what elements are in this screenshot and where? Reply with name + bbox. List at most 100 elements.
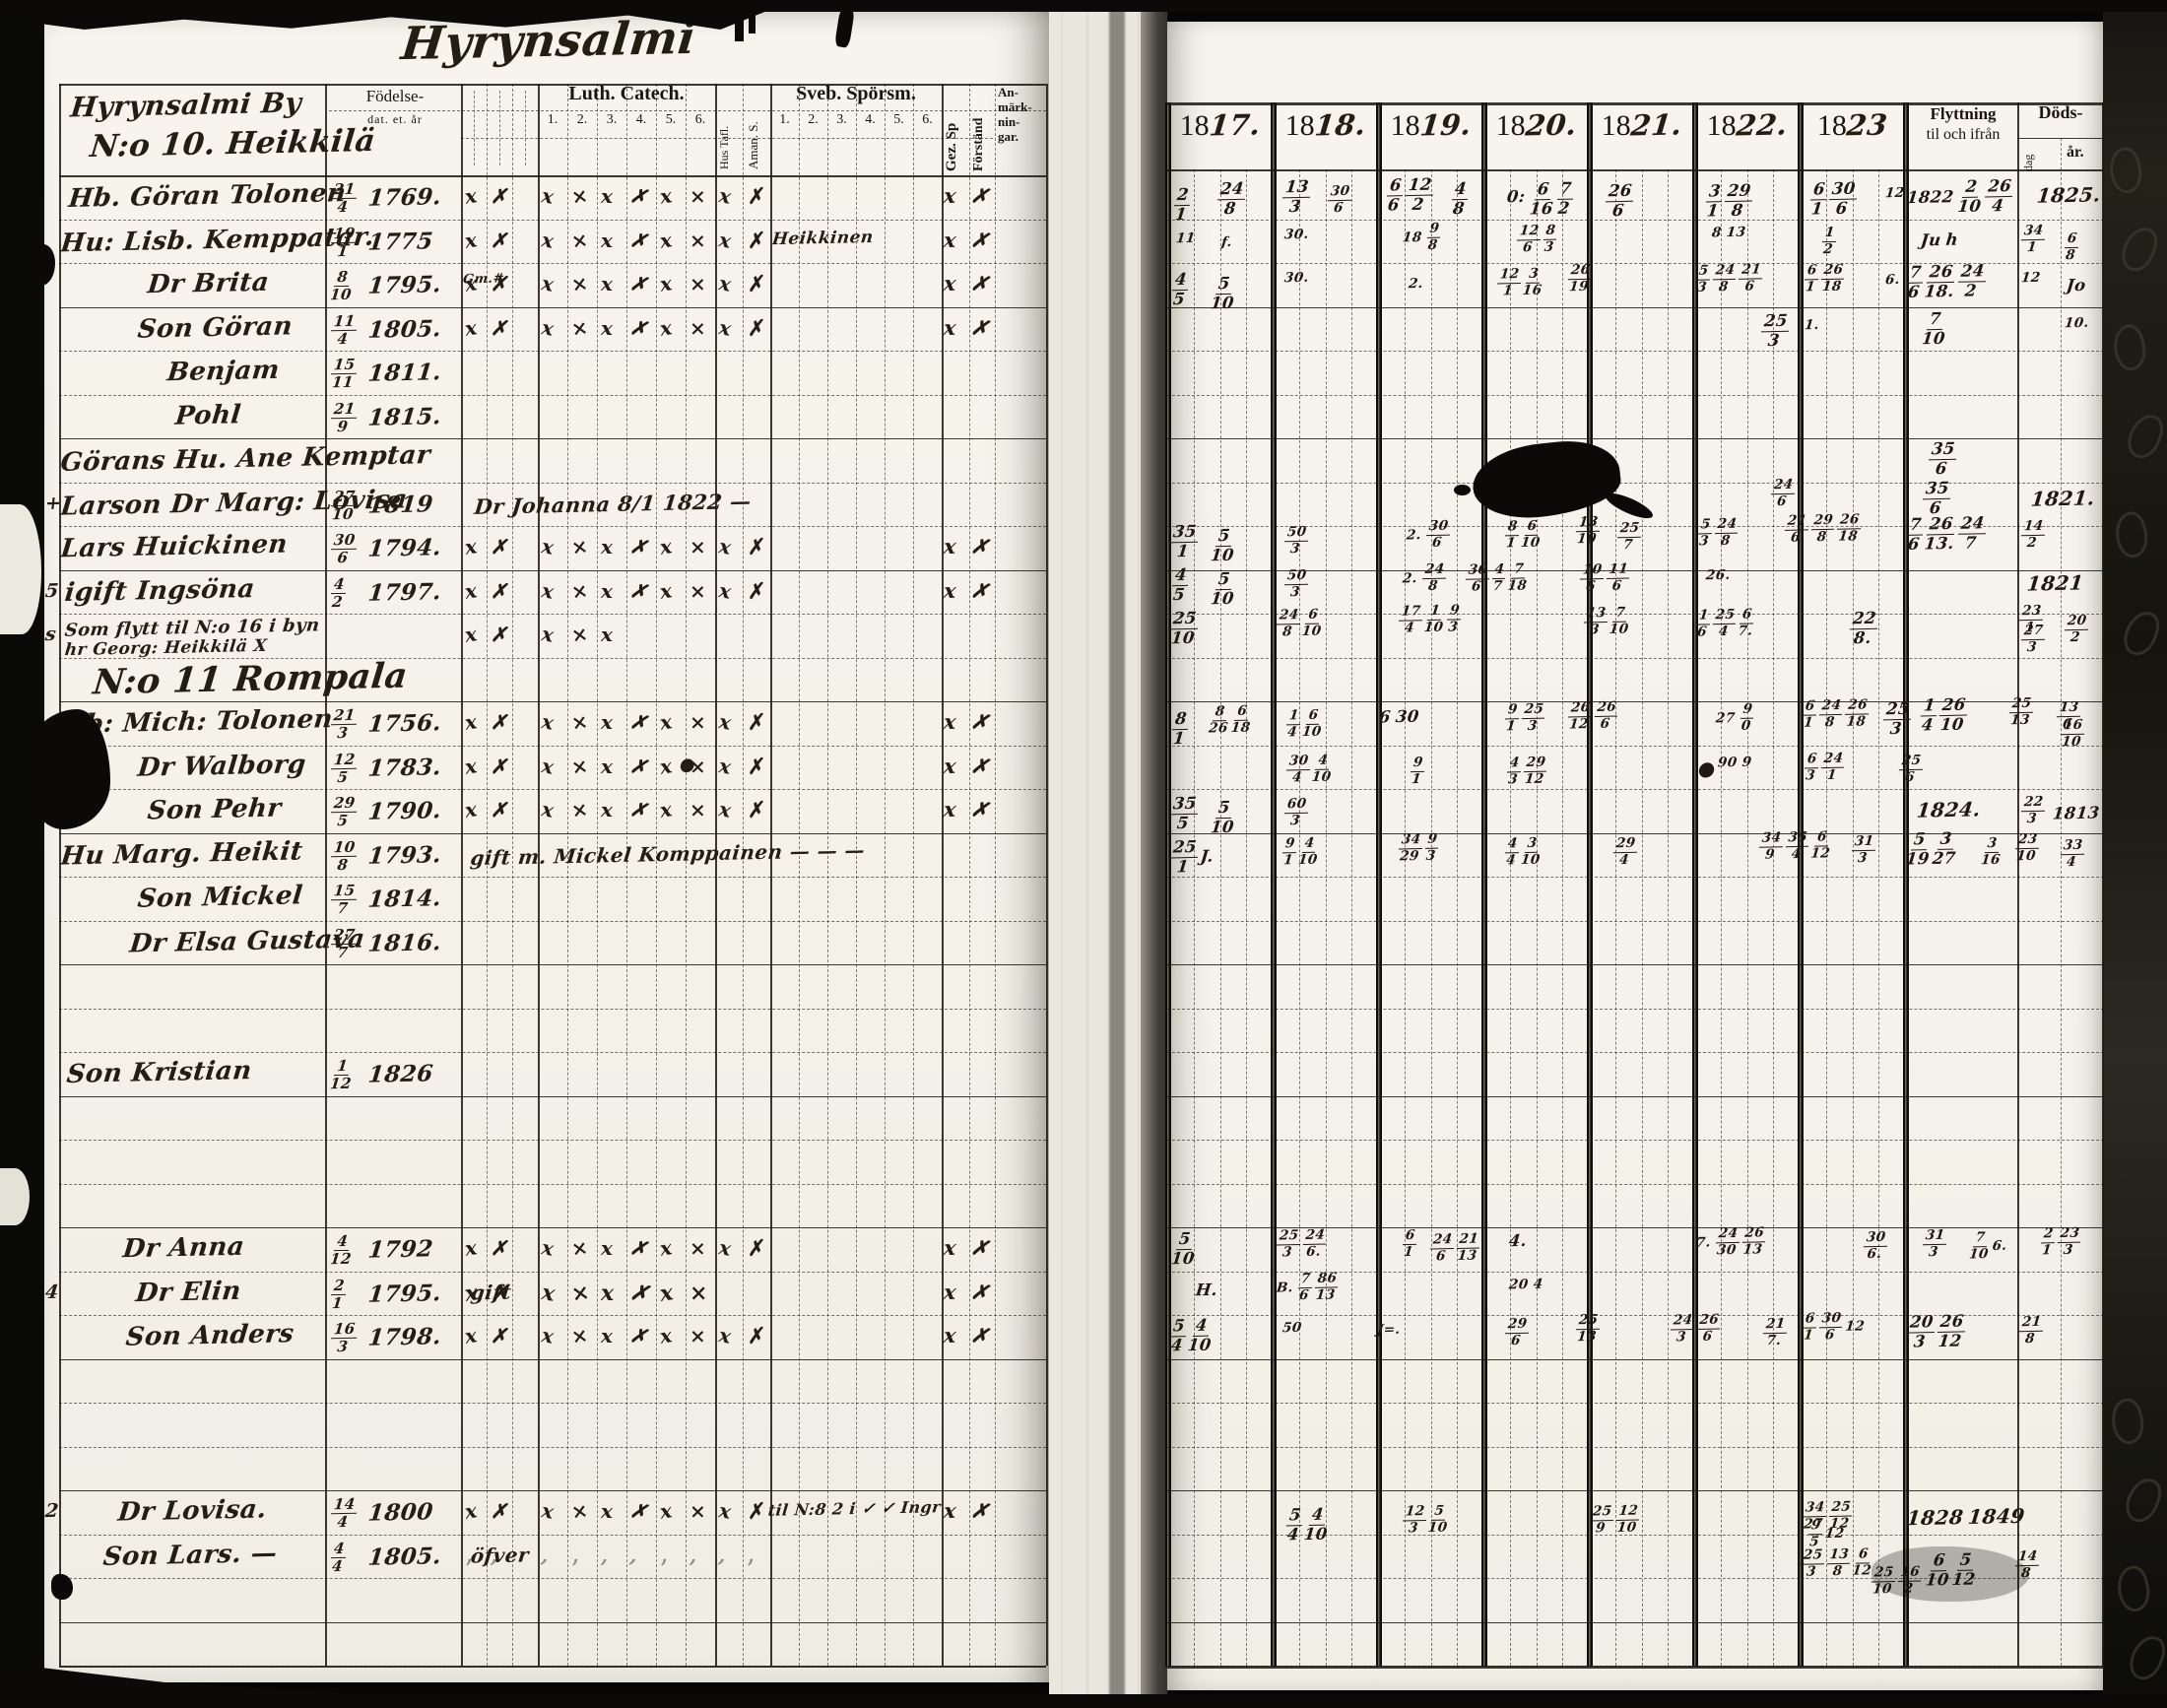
handwritten-entry: 4. <box>1508 1231 1533 1250</box>
year-header-handwritten: 20. <box>1523 107 1579 143</box>
entry-token: 14 2 <box>2019 518 2047 551</box>
birth-date-fraction: 10 8 <box>329 837 359 874</box>
check-mark: × <box>569 753 590 779</box>
grid-line-h <box>1167 1271 2104 1273</box>
grid-line-v-thick <box>1903 102 1909 1667</box>
entry-token: 3 10 <box>1520 834 1542 868</box>
check-mark: × <box>690 710 707 734</box>
header-sveb-sporsm: Sveb. Spörsm. <box>796 83 916 104</box>
birth-date-part: 11 <box>331 372 355 392</box>
handwritten-entry: Ju h <box>1920 230 1964 250</box>
handwritten-entry: 6 1 30 6 12 <box>1801 1310 1871 1343</box>
entry-token: 25 9 <box>1588 1503 1615 1536</box>
check-mark: ✗ <box>491 315 508 340</box>
check-mark: x <box>601 228 614 252</box>
grid-line-h <box>59 438 1046 440</box>
grid-line-v <box>1773 169 1775 1666</box>
year-header-printed: 18 <box>1179 109 1210 142</box>
year-header-handwritten: 23 <box>1845 107 1889 143</box>
grid-line-h <box>59 614 1046 615</box>
handwritten-entry: 25 3 24 6. <box>1275 1227 1330 1260</box>
entry-token: 34 29 <box>1398 831 1424 864</box>
entry-token: 12 <box>2020 269 2042 287</box>
grid-line-v <box>2061 138 2062 1666</box>
birth-year: 1826 <box>366 1060 435 1088</box>
scan-edge-right <box>2103 0 2167 1708</box>
birth-year: 1792 <box>366 1235 435 1264</box>
sveb-subcol-number: 1. <box>779 112 790 127</box>
grid-line-h <box>59 1578 1046 1579</box>
handwritten-entry: 5 3 24 8 21 6 <box>1694 261 1766 295</box>
entry-token: 6 12 <box>1809 828 1831 862</box>
handwritten-entry: 16 10 <box>2059 717 2088 750</box>
edge-smudge-bottom <box>51 1574 73 1600</box>
entry-token: 35 4 <box>1784 829 1810 862</box>
handwritten-entry: 6 3 24 1 <box>1803 751 1849 783</box>
person-name: Son Mickel <box>136 881 304 914</box>
grid-line-h <box>59 964 1046 966</box>
grid-line-h <box>1167 789 2104 790</box>
birth-date-part: 4 <box>334 1232 351 1252</box>
entry-token: 2 10 <box>1956 176 1983 216</box>
entry-token: 7. <box>1695 1233 1712 1251</box>
check-mark: x <box>601 272 614 296</box>
person-name: Lars Huickinen <box>59 529 290 564</box>
header-birth-line1: Födelse- <box>365 87 425 105</box>
entry-token: 6 10 <box>1301 606 1323 639</box>
check-mark: × <box>569 1279 592 1307</box>
anm-line-4: gar. <box>998 129 1018 144</box>
grid-line-h <box>1167 169 2104 171</box>
birth-date-part: 2 <box>330 1276 348 1295</box>
check-mark: x <box>601 1236 614 1260</box>
entry-token: ● <box>1696 755 1718 781</box>
grid-line-h <box>59 745 1046 747</box>
header-dods-ar: år. <box>2067 144 2084 161</box>
entry-token: 24 8 <box>1817 697 1844 730</box>
page-edge-highlight-2 <box>0 1168 30 1225</box>
check-mark: ✗ <box>745 1322 765 1349</box>
entry-token: 22 8. <box>1848 609 1879 647</box>
check-mark: ✗ <box>491 1280 509 1306</box>
grid-line-h <box>461 138 993 139</box>
entry-token: 25 4 <box>1711 607 1738 639</box>
handwritten-entry: 0: <box>1506 187 1531 206</box>
handwritten-entry: 5 10 <box>1210 526 1239 564</box>
handwritten-entry: 35 6 <box>1927 439 1961 478</box>
grid-line-h <box>1167 1140 2104 1141</box>
entry-token: 12 3 <box>1401 1503 1428 1536</box>
handwritten-entry: 5 3 24 8 <box>1696 516 1742 549</box>
entry-token: 8 26 <box>1208 703 1229 736</box>
header-forstand: Förständ <box>971 117 986 171</box>
check-mark: × <box>569 1497 590 1525</box>
entry-token: 9 <box>1740 754 1753 770</box>
birth-date-part: 4 <box>336 197 350 217</box>
grid-line-h <box>59 832 1046 834</box>
handwritten-entry: 20 3 26 12 <box>1905 1311 1969 1350</box>
grid-line-v <box>1562 169 1564 1666</box>
margin-mark: 5 <box>43 579 60 602</box>
person-name: Son Göran <box>136 310 295 345</box>
handwritten-entry: f. <box>1220 234 1237 250</box>
grid-line-v-thick <box>1165 102 1171 1667</box>
year-header: 18 21. <box>1589 107 1694 143</box>
entry-token: 23 10 <box>2014 830 2041 864</box>
entry-token: 1825. <box>2035 182 2102 208</box>
entry-token: 26 13 <box>1741 1224 1767 1258</box>
entry-token: 21 6 <box>1783 512 1810 545</box>
grid-line-h <box>2017 138 2104 140</box>
handwritten-entry: 24 3 26 6 <box>1669 1312 1724 1345</box>
grid-line-h <box>1167 351 2104 352</box>
check-mark: × <box>569 577 590 604</box>
entry-token: 1821 <box>2025 570 2085 596</box>
entry-token: 50 <box>1281 1319 1303 1337</box>
entry-token: 24 3 <box>1669 1312 1696 1345</box>
year-header-handwritten: 22. <box>1734 107 1790 143</box>
